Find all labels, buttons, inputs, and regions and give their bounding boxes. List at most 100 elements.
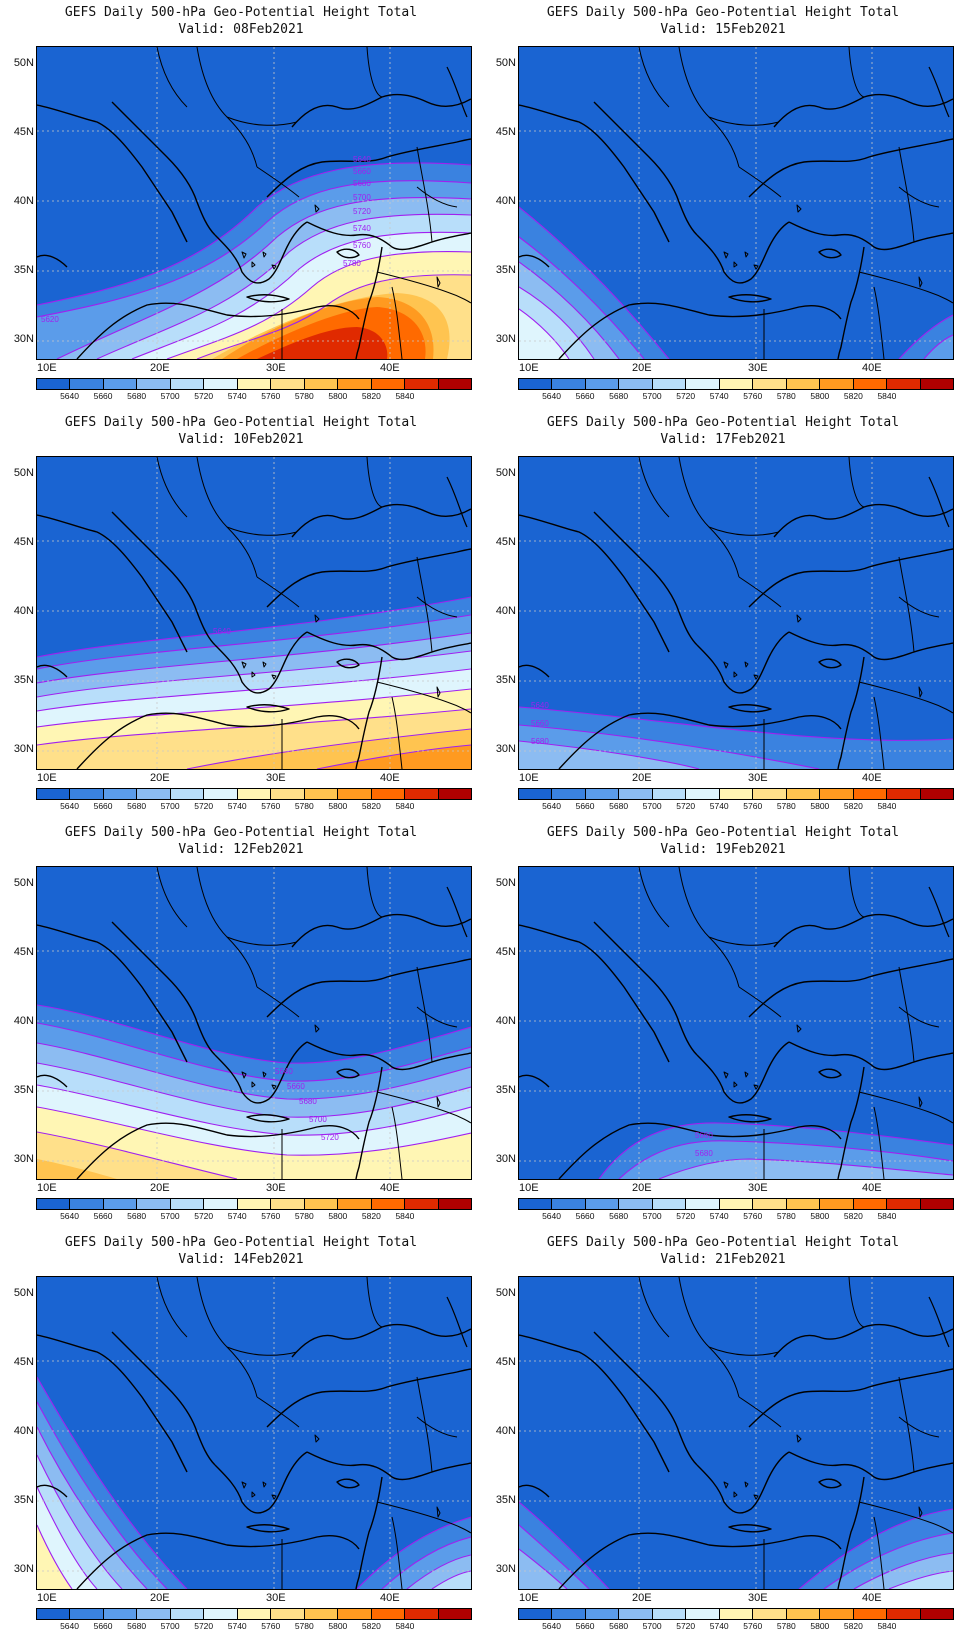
colorbar-label: 5640 [542,801,561,811]
colorbar-swatch [786,379,821,389]
map-area [518,46,954,360]
map-panel-10feb: GEFS Daily 500-hPa Geo-Potential Height … [0,410,482,820]
colorbar-swatch [137,379,171,389]
colorbar-swatch [920,379,954,389]
colorbar-swatch [405,789,439,799]
colorbar-label: 5700 [160,801,180,811]
contour-label: 5660 [695,1131,713,1140]
lat-label: 30N [495,333,516,345]
lon-label: 40E [380,1592,400,1604]
lat-label: 35N [495,264,516,276]
lat-label: 40N [495,1015,516,1027]
colorbar-label: 5720 [676,391,696,401]
colorbar-swatch [338,1609,372,1619]
lon-label: 20E [150,772,170,784]
lat-label: 50N [495,877,516,889]
colorbar-swatch [137,1199,171,1209]
colorbar-label: 5840 [395,801,415,811]
colorbar-label: 5660 [575,1211,595,1221]
map-panel-17feb: GEFS Daily 500-hPa Geo-Potential Height … [482,410,964,820]
lat-label: 50N [495,57,516,69]
contour-label: 5660 [531,719,549,728]
map-area: 5640 5660 5680 5700 5720 5740 5760 5780 … [36,46,472,360]
colorbar-label: 5740 [709,1211,729,1221]
colorbar-label: 5840 [877,391,897,401]
colorbar-swatch [853,379,888,389]
lat-label: 50N [495,1287,516,1299]
lat-label: 40N [495,605,516,617]
colorbar-swatch [438,1609,472,1619]
lat-label: 35N [13,674,34,686]
colorbar-label: 5780 [776,801,796,811]
colorbar-swatch [853,789,888,799]
colorbar-swatch [652,789,687,799]
colorbar-label: 5840 [395,1211,415,1221]
map-area [518,1276,954,1590]
lon-label: 40E [862,362,882,374]
colorbar-label: 5740 [709,391,729,401]
colorbar-label: 5740 [227,391,247,401]
contour-label: 5660 [287,1082,305,1091]
colorbar-swatch [920,1199,954,1209]
colorbar-label: 5640 [542,1621,561,1631]
colorbar-label: 5660 [93,391,113,401]
colorbar-label: 5780 [294,1621,314,1631]
contour-label: 5720 [353,207,371,216]
colorbar [36,1608,472,1620]
lon-label: 10E [519,1592,539,1604]
lon-label: 40E [380,1182,400,1194]
colorbar-swatch [438,789,472,799]
colorbar-label: 5700 [642,1211,662,1221]
colorbar-swatch [786,1609,821,1619]
colorbar-label: 5840 [877,1211,897,1221]
lon-label: 30E [748,1182,768,1194]
lat-label: 35N [495,1494,516,1506]
colorbar [518,788,954,800]
colorbar-label: 5760 [261,391,281,401]
colorbar-label: 5700 [642,801,662,811]
colorbar-swatch [405,1199,439,1209]
colorbar-swatch [552,789,586,799]
lat-label: 45N [13,536,34,548]
panel-title: GEFS Daily 500-hPa Geo-Potential Height … [546,415,900,447]
colorbar-swatch [853,1609,888,1619]
colorbar-label: 5700 [160,1211,180,1221]
colorbar-swatch [204,1609,238,1619]
colorbar-label: 5640 [60,1211,79,1221]
colorbar-swatch [371,1199,406,1209]
panel-title: GEFS Daily 500-hPa Geo-Potential Height … [546,825,900,857]
colorbar-swatch [585,379,620,389]
colorbar-swatch [753,1199,787,1209]
colorbar-swatch [820,789,854,799]
colorbar-swatch [552,379,586,389]
colorbar-label: 5700 [642,391,662,401]
colorbar-swatch [686,789,720,799]
map-panel-08feb: GEFS Daily 500-hPa Geo-Potential Height … [0,0,482,410]
colorbar-swatch [371,1609,406,1619]
lat-label: 40N [13,195,34,207]
lat-label: 45N [495,1356,516,1368]
map-area: 5640 5660 5680 [518,456,954,770]
map-panel-15feb: GEFS Daily 500-hPa Geo-Potential Height … [482,0,964,410]
contour-label: 5680 [353,179,371,188]
colorbar-label: 5680 [609,1211,629,1221]
map-panel-21feb: GEFS Daily 500-hPa Geo-Potential Height … [482,1230,964,1640]
colorbar-swatch [753,789,787,799]
colorbar-label: 5780 [294,801,314,811]
colorbar-swatch [920,789,954,799]
colorbar-swatch [519,1199,553,1209]
colorbar-swatch [70,379,104,389]
map-area: 5660 5680 [518,866,954,1180]
colorbar-swatch [619,789,653,799]
colorbar-label: 5820 [843,391,863,401]
colorbar-swatch [70,789,104,799]
lat-label: 50N [13,1287,34,1299]
colorbar-swatch [652,379,687,389]
colorbar-label: 5720 [676,1211,696,1221]
colorbar-swatch [37,789,71,799]
colorbar-swatch [170,1609,205,1619]
colorbar-swatch [820,379,854,389]
colorbar-label: 5760 [261,1621,281,1631]
colorbar-label: 5740 [227,1621,247,1631]
colorbar-label: 5780 [776,1621,796,1631]
